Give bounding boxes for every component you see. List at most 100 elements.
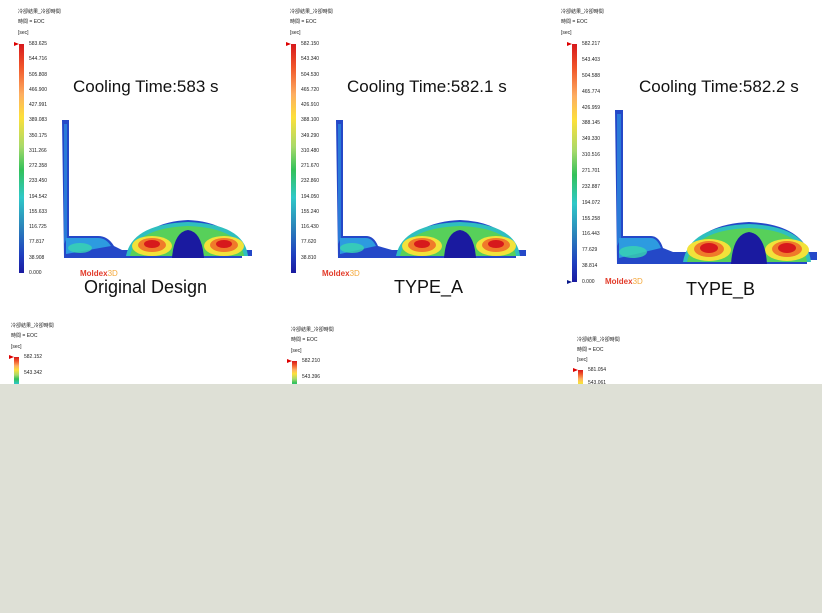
legend-tick: 116.725 (29, 224, 47, 231)
legend-tick: 233.450 (29, 178, 48, 185)
legend-tick: 0.000 (582, 279, 595, 285)
legend-tick: 465.774 (582, 88, 601, 95)
legend-tick: 272.358 (29, 163, 48, 170)
result-subheader: 時間 = EOC (11, 333, 38, 339)
legend-tick: 466.900 (29, 86, 48, 93)
legend-tick: 116.443 (582, 231, 600, 238)
legend-max-marker (286, 42, 291, 46)
legend-tick: 349.290 (301, 132, 320, 139)
result-panel-type-a: 冷卻結果_冷卻時間 時間 = EOC [sec] 582.150 543.340… (286, 9, 550, 309)
legend-tick: 504.588 (582, 72, 601, 79)
legend-tick: 582.210 (302, 358, 321, 364)
legend-tick: 194.072 (582, 199, 601, 206)
legend-tick: 582.150 (301, 41, 320, 47)
moldex3d-logo: Moldex3D (605, 277, 643, 286)
legend-tick: 582.152 (24, 354, 43, 360)
legend-gradient (292, 361, 297, 401)
moldex3d-logo: Moldex3D (322, 269, 360, 278)
legend-tick: 232.887 (582, 183, 601, 190)
legend-tick: 232.860 (301, 178, 320, 185)
design-name-label: TYPE_A (394, 277, 464, 297)
cooling-time-label: Cooling Time:582.2 s (639, 77, 799, 96)
legend-tick: 310.480 (301, 147, 320, 154)
result-subheader: 時間 = EOC (577, 347, 604, 353)
result-header: 冷卻結果_冷卻時間 (11, 323, 54, 329)
color-legend: 582.217 543.403 504.588 465.774 426.959 … (567, 41, 600, 285)
legend-max-marker (573, 368, 578, 372)
legend-gradient (19, 44, 24, 273)
legend-tick: 543.061 (588, 380, 607, 386)
legend-tick: 38.810 (301, 254, 317, 261)
legend-tick: 582.217 (582, 41, 601, 47)
legend-tick: 271.670 (301, 163, 320, 170)
legend-gradient (14, 357, 19, 397)
cooling-result-plot (615, 110, 817, 264)
legend-tick: 350.175 (29, 132, 48, 139)
legend-tick: 504.530 (301, 71, 320, 78)
legend-tick: 426.959 (582, 104, 601, 111)
moldex3d-logo: Moldex3D (80, 269, 118, 278)
legend-tick: 38.908 (29, 254, 45, 261)
legend-tick: 505.808 (29, 71, 48, 78)
legend-tick: 426.910 (301, 102, 320, 108)
legend-max-marker (14, 42, 19, 46)
lower-panel-1: 冷卻結果_冷卻時間 時間 = EOC [sec] 582.152 543.342 (9, 323, 271, 397)
legend-tick: 583.625 (29, 41, 48, 47)
result-panel-type-b: 冷卻結果_冷卻時間 時間 = EOC [sec] 582.217 543.403… (561, 9, 821, 309)
legend-tick: 194.050 (301, 193, 320, 200)
legend-tick: 155.633 (29, 208, 48, 215)
legend-tick: 310.516 (582, 152, 601, 159)
color-legend: 583.625 544.716 505.808 466.900 427.991 … (14, 41, 47, 276)
legend-gradient (291, 44, 296, 273)
color-legend: 582.210 543.396 (287, 358, 320, 401)
legend-tick: 116.430 (301, 224, 319, 231)
legend-max-marker (567, 42, 572, 46)
result-subheader: 時間 = EOC (290, 19, 317, 25)
legend-tick: 465.720 (301, 86, 320, 93)
legend-tick: 77.620 (301, 239, 317, 246)
result-subheader: 時間 = EOC (561, 19, 588, 25)
legend-max-marker (9, 355, 14, 359)
result-subheader: 時間 = EOC (18, 19, 45, 25)
legend-tick: 388.145 (582, 120, 601, 127)
legend-tick: 543.342 (24, 370, 43, 376)
legend-tick: 388.100 (301, 117, 320, 124)
unit-label: [sec] (11, 344, 22, 350)
result-header: 冷卻結果_冷卻時間 (561, 9, 604, 15)
background-cover (0, 384, 822, 613)
legend-tick: 349.330 (582, 136, 601, 143)
legend-tick: 427.991 (29, 102, 48, 108)
unit-label: [sec] (290, 30, 301, 36)
legend-max-marker (287, 359, 292, 363)
result-header: 冷卻結果_冷卻時間 (18, 9, 61, 15)
legend-tick: 38.814 (582, 263, 598, 270)
unit-label: [sec] (291, 348, 302, 354)
result-header: 冷卻結果_冷卻時間 (577, 337, 620, 343)
legend-gradient (572, 44, 577, 282)
unit-label: [sec] (561, 30, 572, 36)
legend-tick: 543.403 (582, 56, 601, 63)
result-panel-original: 冷卻結果_冷卻時間 時間 = EOC [sec] 583.625 544.716… (14, 9, 278, 309)
result-header: 冷卻結果_冷卻時間 (291, 327, 334, 333)
color-legend: 582.150 543.340 504.530 465.720 426.910 … (286, 41, 319, 273)
design-name-label: Original Design (84, 277, 208, 297)
legend-tick: 389.083 (29, 117, 48, 124)
legend-tick: 271.701 (582, 167, 601, 174)
legend-tick: 543.340 (301, 56, 320, 63)
cooling-time-label: Cooling Time:582.1 s (347, 77, 507, 96)
unit-label: [sec] (18, 30, 29, 36)
legend-tick: 77.817 (29, 239, 45, 246)
cooling-result-plot (336, 120, 526, 258)
legend-tick: 77.629 (582, 247, 598, 254)
color-legend: 582.152 543.342 (9, 354, 42, 397)
design-name-label: TYPE_B (686, 279, 756, 299)
legend-min-marker (567, 280, 572, 284)
cooling-time-label: Cooling Time:583 s (73, 77, 219, 96)
legend-tick: 581.054 (588, 367, 607, 373)
lower-panel-2: 冷卻結果_冷卻時間 時間 = EOC [sec] 582.210 543.396 (287, 327, 551, 401)
legend-tick: 311.266 (29, 147, 47, 154)
legend-tick: 155.258 (582, 215, 601, 222)
legend-tick: 155.240 (301, 208, 320, 215)
unit-label: [sec] (577, 357, 588, 363)
legend-tick: 194.542 (29, 193, 48, 200)
